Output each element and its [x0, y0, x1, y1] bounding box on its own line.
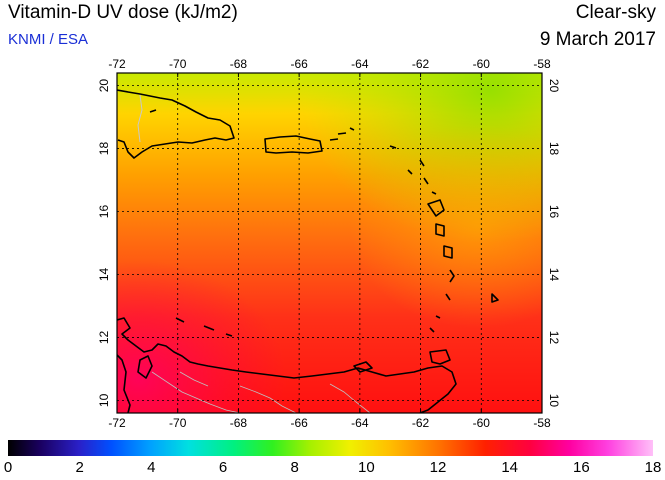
- lon-label-bottom: -60: [473, 416, 491, 430]
- lon-label-bottom: -58: [533, 416, 551, 430]
- lat-label-right: 18: [547, 142, 561, 156]
- map-frame: [116, 72, 543, 414]
- lon-label-top: -66: [290, 57, 308, 71]
- lat-label-left: 12: [97, 330, 111, 344]
- lon-label-bottom: -68: [230, 416, 248, 430]
- lon-label-bottom: -64: [351, 416, 369, 430]
- coastlines: [117, 89, 499, 413]
- lon-label-top: -58: [533, 57, 551, 71]
- lon-label-bottom: -62: [412, 416, 430, 430]
- colorbar-label: 8: [290, 459, 299, 476]
- colorbar-label: 12: [429, 459, 447, 476]
- colorbar-label: 14: [501, 459, 518, 476]
- colorbar-label: 4: [147, 459, 156, 476]
- colorbar-label: 0: [3, 459, 13, 476]
- date-label: 9 March 2017: [539, 29, 656, 50]
- colorbar-label: 18: [644, 459, 662, 476]
- colorbar-label: 10: [357, 459, 375, 476]
- lat-label-left: 18: [97, 142, 111, 156]
- lon-label-top: -70: [169, 57, 187, 71]
- lon-label-bottom: -70: [169, 416, 187, 430]
- colorbar: [8, 440, 653, 456]
- lat-label-right: 16: [547, 205, 561, 219]
- lon-label-top: -60: [473, 57, 491, 71]
- lat-label-left: 20: [97, 79, 111, 93]
- colorbar-label: 2: [75, 459, 84, 476]
- lat-label-right: 10: [547, 394, 561, 408]
- uv-dose-map: -72 -72 -70 -70 -68 -68 -66 -66 -64 -64 -62 -62 -60 -…: [97, 57, 561, 430]
- colorbar-label: 16: [572, 459, 590, 476]
- lat-lon-grid: [117, 73, 542, 413]
- organization-label: KNMI / ESA: [8, 31, 89, 48]
- lat-label-left: 14: [97, 267, 111, 281]
- lat-label-left: 16: [97, 205, 111, 219]
- country-borders: [151, 371, 371, 413]
- colorbar-label: 6: [218, 459, 228, 476]
- lon-label-bottom: -66: [290, 416, 308, 430]
- lon-label-bottom: -72: [108, 416, 126, 430]
- lon-label-top: -62: [412, 57, 430, 71]
- map-title: Vitamin-D UV dose (kJ/m2): [8, 2, 238, 23]
- lat-label-right: 12: [547, 331, 561, 345]
- lon-label-top: -72: [108, 57, 126, 71]
- lon-label-top: -64: [351, 57, 369, 71]
- sky-mode-label: Clear-sky: [575, 2, 656, 23]
- lat-label-left: 10: [97, 393, 111, 407]
- lon-label-top: -68: [230, 57, 248, 71]
- lat-label-right: 14: [547, 268, 561, 282]
- lat-label-right: 20: [547, 79, 561, 93]
